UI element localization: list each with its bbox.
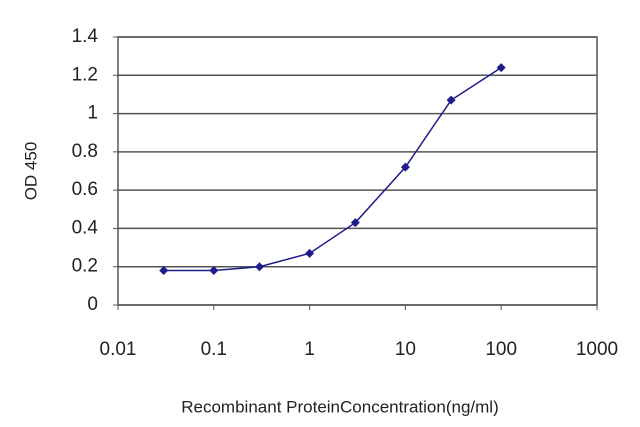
x-axis-label: Recombinant ProteinConcentration(ng/ml): [181, 397, 499, 416]
y-tick-label: 1.2: [72, 64, 98, 85]
data-point: [159, 266, 169, 276]
y-tick-label: 1.4: [72, 26, 99, 47]
y-tick-label: 0: [87, 294, 98, 315]
y-tick-label: 0.6: [72, 179, 98, 200]
data-point: [305, 248, 315, 258]
data-point: [255, 262, 265, 272]
data-point: [350, 218, 360, 228]
data-point: [400, 162, 410, 172]
x-tick-label: 0.1: [201, 339, 227, 360]
data-point: [446, 95, 456, 105]
y-tick-label: 0.4: [72, 217, 99, 238]
x-tick-label: 1000: [576, 339, 618, 360]
data-point: [496, 63, 506, 73]
plot-area: [117, 36, 598, 306]
x-tick-label: 1: [304, 339, 315, 360]
y-axis-label: OD 450: [21, 142, 40, 201]
x-tick-label: 10: [395, 339, 416, 360]
y-tick-label: 0.8: [72, 141, 98, 162]
x-tick-label: 100: [485, 339, 517, 360]
y-tick-label: 0.2: [72, 256, 98, 277]
data-line: [163, 66, 502, 272]
data-point: [209, 266, 219, 276]
y-tick-label: 1: [87, 103, 98, 124]
x-tick-label: 0.01: [100, 339, 137, 360]
